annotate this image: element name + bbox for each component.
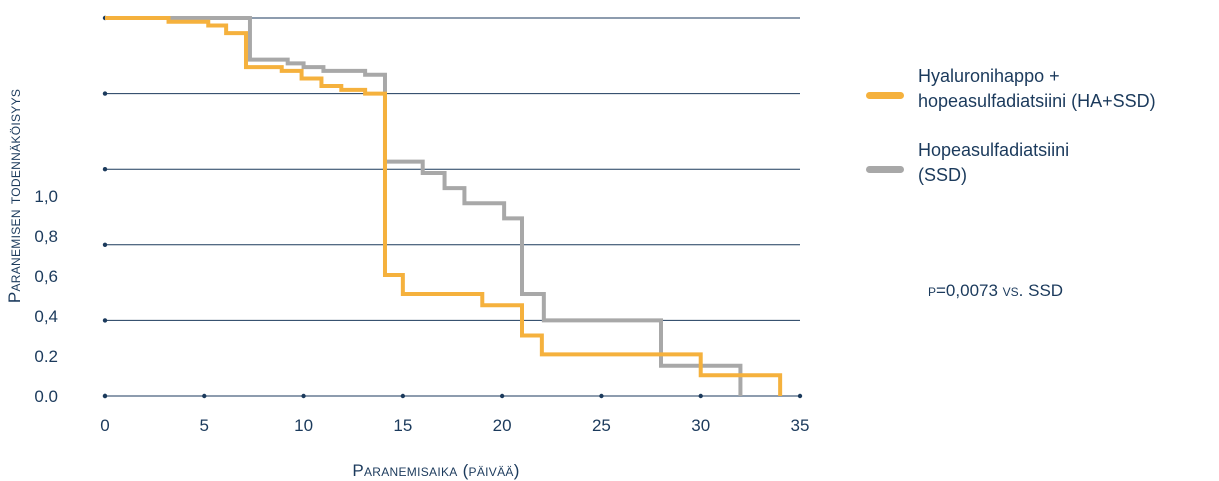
legend-swatch-ssd [866, 166, 904, 173]
legend-label-ssd: Hopeasulfadiatsiini (SSD) [918, 140, 1070, 185]
y-tick-label: 0,8 [34, 227, 58, 246]
y-tick-label: 0.2 [34, 347, 58, 366]
gridline-dot [102, 318, 108, 323]
x-axis-title: Paranemisaika (päivää) [352, 461, 519, 480]
x-tick-mark [400, 393, 406, 399]
legend-swatch-ha-ssd [866, 92, 904, 99]
x-tick-mark [698, 393, 703, 399]
legend: Hyaluronihappo + hopeasulfadiatsiini (HA… [866, 64, 1216, 212]
series-layer [105, 16, 783, 396]
y-axis-title: Paranemisen todennäköisyys [5, 89, 24, 303]
x-tick-label: 10 [294, 416, 313, 435]
series-line [105, 16, 783, 396]
x-tick-label: 15 [393, 416, 412, 435]
x-tick-mark [301, 393, 306, 399]
y-tick-label: 0.0 [34, 387, 58, 406]
x-tick-label: 5 [200, 416, 209, 435]
legend-label-ha-ssd: Hyaluronihappo + hopeasulfadiatsiini (HA… [918, 66, 1156, 111]
series-line [105, 16, 743, 396]
gridline-dot [102, 242, 108, 247]
x-axis: 0 5 10 15 20 25 30 35 [100, 393, 810, 435]
legend-item-ssd: Hopeasulfadiatsiini (SSD) [866, 138, 1216, 188]
x-tick-mark [202, 393, 207, 399]
p-value-annotation: p=0,0073 vs. SSD [928, 281, 1064, 300]
y-axis: 1,0 0,8 0,6 0,4 0.2 0.0 [34, 187, 58, 406]
x-tick-label: 20 [493, 416, 512, 435]
y-tick-label: 0,6 [34, 267, 58, 286]
x-tick-label: 35 [791, 416, 810, 435]
x-tick-label: 25 [592, 416, 611, 435]
x-tick-mark [499, 393, 505, 399]
x-tick-mark [102, 393, 108, 399]
x-tick-label: 30 [691, 416, 710, 435]
legend-item-ha-ssd: Hyaluronihappo + hopeasulfadiatsiini (HA… [866, 64, 1216, 114]
y-tick-label: 0,4 [34, 307, 58, 326]
x-tick-mark [797, 393, 803, 399]
x-tick-mark [599, 393, 604, 399]
gridlines [102, 15, 800, 399]
gridline-dot [102, 167, 108, 172]
gridline-dot [102, 91, 108, 96]
x-tick-label: 0 [100, 416, 109, 435]
y-tick-label: 1,0 [34, 187, 58, 206]
